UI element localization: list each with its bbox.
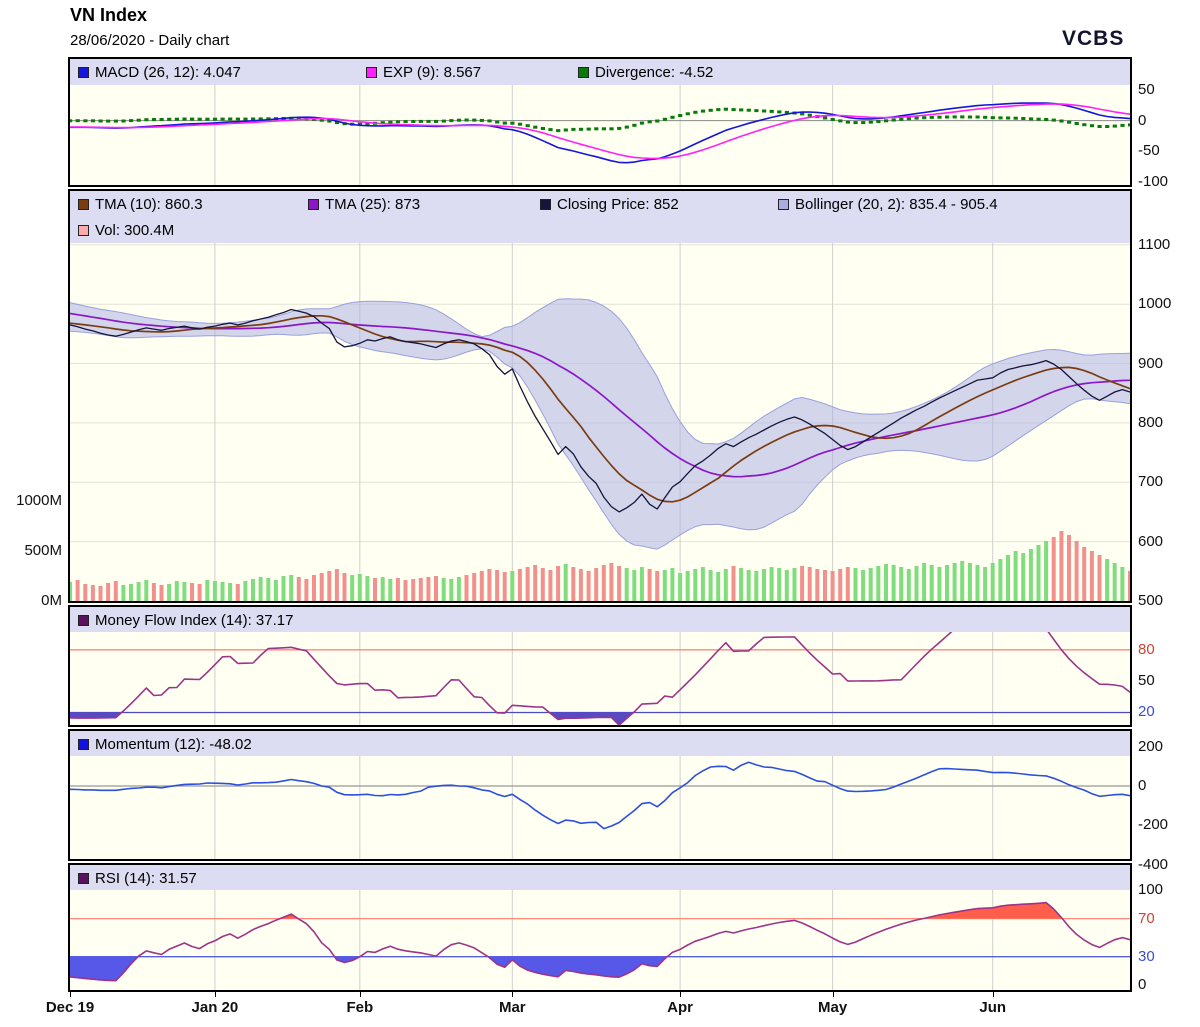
- legend-price: TMA (10): 860.3 TMA (25): 873 Closing Pric…: [70, 191, 1130, 243]
- brand-logo: VCBS: [1062, 27, 1125, 50]
- axis-tick-label: 0: [1138, 976, 1147, 994]
- plot-macd: [70, 85, 1130, 185]
- x-axis-tick: [214, 992, 216, 997]
- legend-swatch-icon: [78, 614, 89, 626]
- legend-label: Momentum (12): -48.02: [95, 735, 252, 753]
- plot-price: [70, 243, 1130, 601]
- axis-tick-label: 1100: [1138, 235, 1171, 253]
- legend-item: EXP (9): 8.567: [366, 62, 481, 82]
- legend-label: Money Flow Index (14): 37.17: [95, 611, 294, 629]
- x-axis-label: Jun: [979, 999, 1007, 1016]
- legend-label: TMA (10): 860.3: [95, 195, 203, 213]
- chart-subtitle: 28/06/2020 - Daily chart: [70, 32, 230, 49]
- panel-momentum: Momentum (12): -48.02: [68, 729, 1132, 861]
- legend-rsi: RSI (14): 31.57: [70, 865, 1130, 890]
- legend-item: Bollinger (20, 2): 835.4 - 905.4: [778, 194, 998, 214]
- legend-swatch-icon: [78, 224, 89, 236]
- axis-tick-label: 0: [1138, 111, 1147, 129]
- axis-tick-label: -50: [1138, 142, 1160, 160]
- x-axis-label: Dec 19: [45, 999, 95, 1016]
- plot-rsi: [70, 890, 1130, 990]
- panel-mfi: Money Flow Index (14): 37.17: [68, 605, 1132, 727]
- x-axis-label: Feb: [346, 999, 374, 1016]
- panel-rsi: RSI (14): 31.57: [68, 863, 1132, 992]
- volume-axis-label: 1000M: [16, 492, 62, 509]
- axis-tick-label: -400: [1138, 855, 1169, 873]
- axis-tick-label: 600: [1138, 532, 1164, 550]
- x-axis-label: Mar: [498, 999, 526, 1016]
- legend-item: Momentum (12): -48.02: [78, 734, 252, 754]
- legend-swatch-icon: [578, 66, 589, 78]
- legend-swatch-icon: [78, 738, 89, 750]
- x-axis-label: May: [817, 999, 848, 1016]
- axis-tick-label: 500: [1138, 592, 1164, 609]
- legend-swatch-icon: [78, 872, 89, 884]
- legend-item: RSI (14): 31.57: [78, 868, 197, 888]
- axis-tick-label: 800: [1138, 413, 1164, 431]
- x-axis-tick: [832, 992, 834, 997]
- plot-momentum: [70, 756, 1130, 859]
- legend-mfi: Money Flow Index (14): 37.17: [70, 607, 1130, 632]
- x-axis-tick: [680, 992, 682, 997]
- legend-swatch-icon: [540, 198, 551, 210]
- legend-label: Divergence: -4.52: [595, 63, 714, 81]
- x-axis-tick: [359, 992, 361, 997]
- legend-label: EXP (9): 8.567: [383, 63, 482, 81]
- page-title: VN Index: [70, 5, 148, 25]
- legend-item: MACD (26, 12): 4.047: [78, 62, 241, 82]
- legend-label: Closing Price: 852: [557, 195, 679, 213]
- legend-item: TMA (10): 860.3: [78, 194, 203, 214]
- x-axis-label: Jan 20: [191, 999, 239, 1016]
- legend-item: Divergence: -4.52: [578, 62, 713, 82]
- axis-tick-label: 50: [1138, 672, 1155, 690]
- x-axis-tick: [992, 992, 994, 997]
- legend-label: TMA (25): 873: [325, 195, 421, 213]
- legend-label: Vol: 300.4M: [95, 221, 175, 239]
- legend-swatch-icon: [308, 198, 319, 210]
- legend-label: Bollinger (20, 2): 835.4 - 905.4: [795, 195, 998, 213]
- x-axis-tick: [70, 992, 71, 997]
- axis-tick-label: 900: [1138, 354, 1164, 372]
- axis-tick-label: 30: [1138, 947, 1155, 965]
- axis-tick-label: 70: [1138, 909, 1155, 927]
- legend-item: TMA (25): 873: [308, 194, 420, 214]
- legend-item: Vol: 300.4M: [78, 220, 174, 240]
- legend-macd: MACD (26, 12): 4.047 EXP (9): 8.567 Diverg…: [70, 59, 1130, 85]
- legend-item: Closing Price: 852: [540, 194, 679, 214]
- legend-item: Money Flow Index (14): 37.17: [78, 610, 293, 630]
- x-axis-tick: [512, 992, 514, 997]
- axis-tick-label: 20: [1138, 703, 1155, 721]
- axis-tick-label: -200: [1138, 816, 1169, 834]
- legend-momentum: Momentum (12): -48.02: [70, 731, 1130, 756]
- axis-tick-label: 50: [1138, 80, 1155, 98]
- panel-macd: MACD (26, 12): 4.047 EXP (9): 8.567 Diverg…: [68, 57, 1132, 187]
- legend-swatch-icon: [78, 198, 89, 210]
- axis-tick-label: 0: [1138, 776, 1147, 794]
- legend-label: MACD (26, 12): 4.047: [95, 63, 241, 81]
- axis-tick-label: 200: [1138, 737, 1164, 755]
- legend-swatch-icon: [78, 66, 89, 78]
- panel-price: TMA (10): 860.3 TMA (25): 873 Closing Pric…: [68, 189, 1132, 603]
- axis-tick-label: 700: [1138, 473, 1164, 491]
- legend-swatch-icon: [778, 198, 789, 210]
- axis-tick-label: 100: [1138, 881, 1164, 898]
- axis-tick-label: 1000: [1138, 295, 1172, 313]
- axis-tick-label: -100: [1138, 172, 1169, 190]
- legend-label: RSI (14): 31.57: [95, 869, 197, 887]
- volume-axis-label: 500M: [24, 542, 62, 559]
- volume-axis-label: 0M: [41, 592, 62, 609]
- legend-swatch-icon: [366, 66, 377, 78]
- axis-tick-label: 80: [1138, 640, 1155, 658]
- x-axis-label: Apr: [667, 999, 693, 1016]
- plot-mfi: [70, 632, 1130, 725]
